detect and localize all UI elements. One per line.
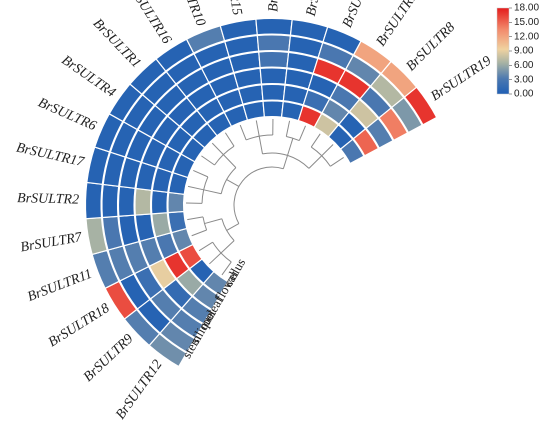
dendrogram-branch <box>223 154 237 168</box>
dendrogram-branch <box>203 189 222 195</box>
gene-label-BrSULTR18: BrSULTR18 <box>46 301 112 350</box>
dendrogram-branch <box>187 216 204 221</box>
heatmap-cell-BrSULTR2-root <box>117 185 136 217</box>
dendrogram-branch <box>220 240 235 254</box>
dendrogram-branch <box>310 133 321 148</box>
dendrogram-branch <box>211 142 224 155</box>
dendrogram-branch <box>198 241 213 252</box>
gene-label-BrSULTR5: BrSULTR5 <box>304 0 331 18</box>
gene-label-BrSULTR14: BrSULTR14 <box>266 0 282 12</box>
gene-label-BrSULTR11: BrSULTR11 <box>26 267 95 305</box>
gene-label-BrSULTR10: BrSULTR10 <box>168 0 207 28</box>
heatmap-cell-BrSULTR2-silique <box>101 183 120 219</box>
heatmap-cell-BrSULTR2-flower <box>150 189 169 215</box>
color-scale-legend: 18.00 15.00 12.00 9.00 6.00 3.00 0.00 <box>496 3 539 100</box>
dendrogram-branch <box>191 229 207 237</box>
dendrogram-branch <box>330 157 344 167</box>
gene-label-BrSULTR12: BrSULTR12 <box>113 357 165 422</box>
dendrogram-branch <box>224 132 235 147</box>
gene-label-BrSULTR9: BrSULTR9 <box>81 332 136 385</box>
heatmap-cell-BrSULTR19-flower <box>352 128 380 157</box>
dendrogram-branch <box>239 124 247 141</box>
heatmap-cell-BrSULTR19-silique <box>390 96 423 134</box>
dendrogram-branch <box>226 179 240 187</box>
color-scale-bar <box>496 7 510 95</box>
dendrogram-branch <box>282 155 289 169</box>
color-scale-tick-label: 3.00 <box>514 74 534 85</box>
gene-label-BrSULTR16: BrSULTR16 <box>124 0 174 47</box>
color-scale-tick-label: 12.00 <box>514 31 539 42</box>
dendrogram-branch <box>214 145 235 166</box>
dendrogram-branch <box>285 120 291 137</box>
heatmap-cell-BrSULTR14-root <box>258 50 290 69</box>
heatmap-cell-BrSULTR14-flower <box>260 83 286 102</box>
heatmap-cell-BrSULTR7-callus <box>167 210 188 234</box>
gene-label-BrSULTR3: BrSULTR3 <box>340 0 378 30</box>
color-scale-tick-label: 18.00 <box>514 3 539 14</box>
heatmap-cell-BrSULTR15-callus <box>242 100 266 121</box>
heatmap-cell-BrSULTR14-callus <box>262 100 284 118</box>
gene-label-BrSULTR8: BrSULTR8 <box>404 20 459 74</box>
color-scale-tick-label: 0.00 <box>514 89 534 100</box>
dendrogram-branch <box>298 125 306 141</box>
gene-label-BrSULTR1: BrSULTR1 <box>90 16 144 71</box>
dendrogram-branch <box>321 144 334 157</box>
dendrogram-branch <box>226 223 240 231</box>
color-scale-tick-label: 15.00 <box>514 17 539 28</box>
heatmap-cell-BrSULTR14-leaf <box>259 67 288 85</box>
gene-label-BrSULTR19: BrSULTR19 <box>428 54 494 105</box>
dendrogram-branch <box>209 252 222 265</box>
dendrogram-branch <box>255 120 260 137</box>
gene-label-BrSULTR2: BrSULTR2 <box>17 191 79 207</box>
heatmap-cell-BrSULTR19-callus <box>339 138 365 165</box>
gene-label-BrSULTR7: BrSULTR7 <box>19 230 84 255</box>
heatmap-cell-BrSULTR19-stem <box>403 86 438 126</box>
dendrogram-branch <box>233 166 284 224</box>
dendrogram-branch <box>193 169 209 178</box>
dendrogram-branch <box>308 155 323 169</box>
heatmap-cell-BrSULTR14-stem <box>255 17 293 36</box>
gene-label-BrSULTR6: BrSULTR6 <box>36 95 99 134</box>
dendrogram-branch <box>204 218 222 225</box>
heatmap-cell-BrSULTR7-flower <box>151 212 172 238</box>
heatmap-cell-BrSULTR19-root <box>378 107 409 142</box>
gene-label-BrSULTR13: BrSULTR13 <box>374 0 425 49</box>
heatmap-cell-BrSULTR2-stem <box>84 181 103 220</box>
dendrogram-branch <box>287 138 294 156</box>
gene-label-BrSULTR17: BrSULTR17 <box>15 141 87 171</box>
heatmap-cell-BrSULTR14-silique <box>256 34 292 53</box>
dendrogram-branch <box>221 261 232 276</box>
dendrogram-branch <box>201 155 215 166</box>
color-scale-tick-label: 6.00 <box>514 60 534 71</box>
dendrogram-branch <box>258 136 263 154</box>
dendrogram-branch <box>187 185 204 191</box>
gene-label-BrSULTR4: BrSULTR4 <box>59 53 118 101</box>
dendrogram-branch <box>310 146 331 167</box>
heatmap-cell-BrSULTR2-callus <box>167 191 185 214</box>
color-scale-tick-label: 9.00 <box>514 46 534 57</box>
heatmap-cell-BrSULTR2-leaf <box>134 187 153 216</box>
gene-label-BrSULTR15: BrSULTR15 <box>217 0 244 17</box>
dendrogram-branch <box>202 216 208 231</box>
dendrogram <box>186 118 344 276</box>
heatmap-cells <box>84 17 438 368</box>
heatmap-cell-BrSULTR19-leaf <box>365 117 394 149</box>
